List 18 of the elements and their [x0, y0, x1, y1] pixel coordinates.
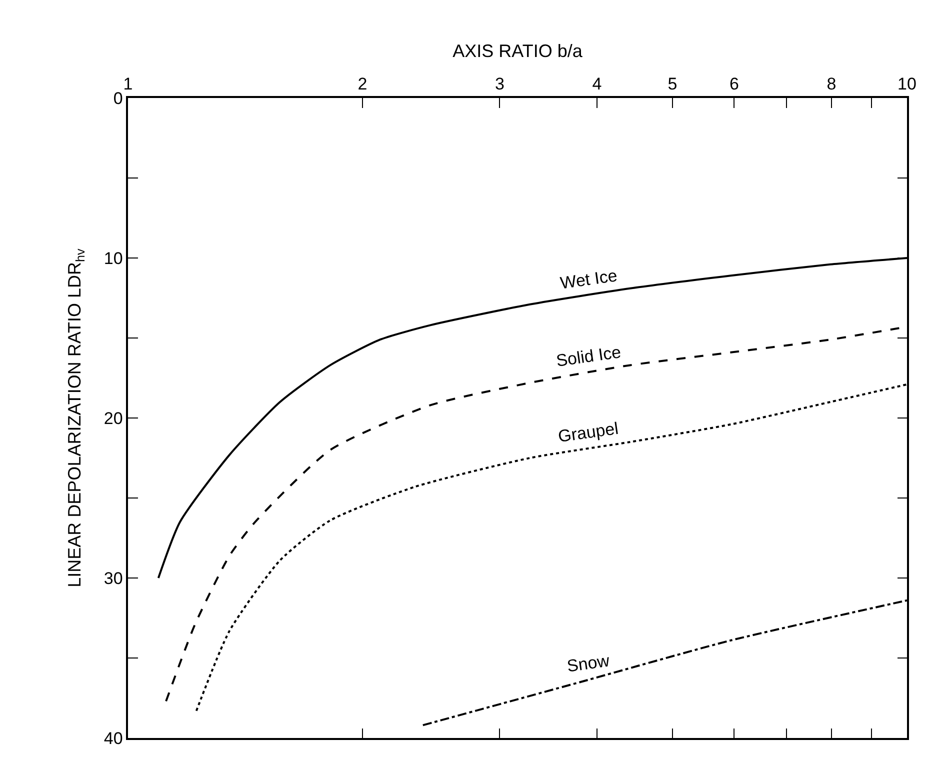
x-tick-label: 5	[668, 74, 678, 94]
text: Graupel	[556, 418, 620, 446]
text: Solid Ice	[554, 342, 622, 370]
x-tick-label: 8	[826, 74, 836, 94]
y-tick-label: 40	[104, 728, 123, 748]
x-axis-title: AXIS RATIO b/a	[452, 41, 584, 62]
x-tick-label: 10	[898, 74, 916, 94]
y-tick-label: 20	[104, 408, 123, 428]
x-tick-label: 6	[729, 74, 739, 94]
x-tick-label: 3	[494, 74, 504, 94]
text: Wet Ice	[559, 266, 618, 293]
x-tick-label: 2	[358, 74, 368, 94]
x-tick-label: 4	[592, 74, 602, 94]
y-tick-label: 30	[104, 568, 123, 588]
y-tick-label: 10	[104, 248, 123, 268]
text: Snow	[566, 651, 612, 676]
x-tick-label: 1	[123, 74, 133, 94]
y-tick-label: 0	[113, 88, 123, 108]
